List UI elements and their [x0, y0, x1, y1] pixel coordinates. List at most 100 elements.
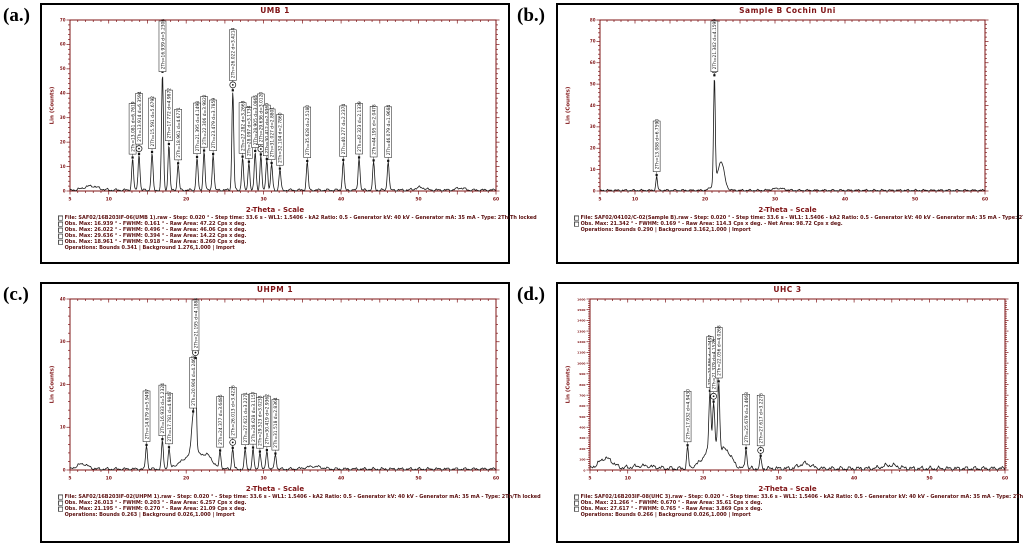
svg-text:2Th=27.282 d=3.2663: 2Th=27.282 d=3.2663 [240, 100, 246, 151]
panel-c-xaxis-label: 2-Theta - Scale [245, 485, 305, 493]
svg-text:2Th=30.419 d=2.9362: 2Th=30.419 d=2.9362 [265, 394, 271, 445]
panel-a-xaxis-label: 2-Theta - Scale [245, 206, 305, 214]
svg-text:2Th=22.306 d=3.9822: 2Th=22.306 d=3.9822 [202, 94, 208, 145]
svg-text:2Th=29.636 d=3.0120: 2Th=29.636 d=3.0120 [259, 92, 265, 143]
svg-text:2Th=21.195 d=4.1884: 2Th=21.195 d=4.1884 [193, 298, 199, 349]
file-icon [58, 494, 63, 500]
figure-label-a: (a.) [3, 5, 30, 26]
peak-icon [58, 221, 63, 227]
xrd-plot-a: 5 10 20 30 40 50 60 0 10 20 30 40 50 60 70 2Th=13.081 d… [50, 17, 500, 203]
svg-text:30: 30 [590, 124, 596, 129]
svg-text:300: 300 [579, 436, 585, 440]
svg-text:2Th=28.097 d=3.1734: 2Th=28.097 d=3.1734 [247, 105, 253, 156]
svg-text:30: 30 [60, 115, 66, 120]
caption-line: File: SAF02/16B203IF-02(UHPM 1).raw - St… [58, 494, 541, 500]
file-icon [574, 494, 579, 500]
file-icon [58, 215, 63, 221]
panel-c: UHPM 1 5 10 20 30 40 50 60 0 10 20 30 40 2Th=14.879 … [40, 282, 541, 543]
panel-a-title: UMB 1 [260, 6, 290, 15]
panel-b-xaxis-label: 2-Theta - Scale [758, 206, 817, 214]
svg-text:20: 20 [702, 197, 708, 203]
svg-text:2Th=32.104 d=2.7860: 2Th=32.104 d=2.7860 [278, 112, 284, 163]
svg-text:2Th=13.088 d=6.7590: 2Th=13.088 d=6.7590 [654, 119, 660, 170]
panel-c-caption: File: SAF02/16B203IF-02(UHPM 1).raw - St… [58, 494, 541, 538]
svg-text:10: 10 [60, 164, 66, 169]
svg-text:2Th=42.323 d=2.1339: 2Th=42.323 d=2.1339 [357, 101, 363, 152]
svg-text:5: 5 [588, 476, 591, 482]
svg-text:30: 30 [772, 197, 778, 203]
svg-text:40: 40 [851, 476, 857, 482]
svg-text:400: 400 [579, 426, 585, 430]
panel-c-title: UHPM 1 [256, 285, 294, 294]
caption-line: Obs. Max: 26.022 ° - FWHM: 0.496 ° - Raw… [58, 227, 502, 233]
svg-text:2Th=25.679 d=3.4663: 2Th=25.679 d=3.4663 [744, 392, 750, 443]
svg-text:30: 30 [776, 476, 782, 482]
svg-text:0: 0 [63, 188, 66, 193]
caption-line: Obs. Max: 21.195 ° - FWHM: 0.270 ° - Raw… [58, 506, 502, 512]
svg-text:2Th=17.932 d=4.9430: 2Th=17.932 d=4.9430 [685, 389, 691, 440]
panel-b: Sample B Cochin Uni 5 10 20 30 40 50 60 0 10 20 30… [556, 3, 1023, 264]
svg-text:900: 900 [579, 372, 585, 376]
svg-text:40: 40 [60, 91, 66, 96]
svg-text:10: 10 [106, 476, 112, 482]
svg-text:50: 50 [60, 66, 66, 71]
svg-text:2Th=21.379 d=4.1528: 2Th=21.379 d=4.1528 [711, 339, 717, 390]
svg-text:2Th=17.772 d=4.9872: 2Th=17.772 d=4.9872 [167, 88, 173, 139]
svg-text:2Th=40.277 d=2.2374: 2Th=40.277 d=2.2374 [341, 104, 347, 155]
svg-text:50: 50 [590, 81, 596, 86]
svg-text:500: 500 [579, 415, 585, 419]
panel-b-title: Sample B Cochin Uni [739, 6, 836, 15]
caption-line: Obs. Max: 27.617 ° - FWHM: 0.765 ° - Raw… [574, 506, 1018, 512]
svg-text:60: 60 [590, 60, 596, 65]
figure-label-c: (c.) [3, 284, 29, 305]
svg-text:Lin (Counts): Lin (Counts) [566, 86, 572, 124]
peak-icon [574, 500, 579, 506]
svg-text:2Th=18.961 d=4.6771: 2Th=18.961 d=4.6771 [176, 107, 182, 158]
svg-text:5: 5 [598, 197, 601, 203]
svg-text:1000: 1000 [577, 361, 585, 365]
peak-icon [58, 239, 63, 245]
svg-text:20: 20 [60, 139, 66, 144]
svg-text:Lin (Counts): Lin (Counts) [50, 86, 56, 124]
panel-a-caption: File: SAF02/16B203IF-06(UMB 1).raw - Ste… [58, 215, 537, 281]
caption-line-operations: Operations: Bounds 0.341 | Background 1.… [64, 245, 235, 251]
panel-a: UMB 1 5 10 20 30 40 50 60 0 10 20 30 40 50 60 70 2Th=13… [40, 3, 537, 264]
xrd-plot-b: 5 10 20 30 40 50 60 0 10 20 30 40 50 60 70 80 2Th=13.088… [566, 17, 989, 203]
peak-icon [574, 221, 579, 227]
svg-text:30: 30 [261, 197, 267, 203]
svg-text:2Th=22.056 d=4.0268: 2Th=22.056 d=4.0268 [717, 325, 723, 376]
svg-text:2Th=27.621 d=3.2271: 2Th=27.621 d=3.2271 [243, 392, 249, 443]
svg-text:10: 10 [106, 197, 112, 203]
caption-line: Obs. Max: 21.266 ° - FWHM: 0.670 ° - Raw… [574, 500, 1018, 506]
svg-text:2Th=35.628 d=2.5180: 2Th=35.628 d=2.5180 [305, 105, 311, 156]
caption-line: File: SAF02/04102/C-02(Sample B).raw - S… [574, 215, 1023, 221]
svg-text:40: 40 [590, 103, 596, 108]
file-icon [574, 215, 579, 221]
svg-text:60: 60 [60, 42, 66, 47]
caption-line-operations: Operations: Bounds 0.263 | Background 0.… [64, 512, 235, 518]
svg-text:2Th=20.904 d=4.2462: 2Th=20.904 d=4.2462 [191, 355, 197, 406]
peak-icon [58, 500, 63, 506]
svg-text:60: 60 [1002, 476, 1008, 482]
svg-text:5: 5 [68, 476, 71, 482]
svg-text:20: 20 [183, 197, 189, 203]
svg-text:2Th=17.781 d=4.9847: 2Th=17.781 d=4.9847 [167, 391, 173, 442]
caption-line-operations: Operations: Bounds 0.290 | Background 3.… [580, 227, 751, 233]
svg-text:2Th=13.081 d=6.7619: 2Th=13.081 d=6.7619 [130, 101, 136, 152]
peak-icon [574, 506, 579, 512]
svg-text:40: 40 [338, 197, 344, 203]
svg-text:2Th=46.079 d=1.9684: 2Th=46.079 d=1.9684 [386, 104, 392, 155]
caption-line: Obs. Max: 26.013 ° - FWHM: 0.203 ° - Raw… [58, 500, 502, 506]
svg-text:800: 800 [579, 383, 585, 387]
svg-text:1600: 1600 [577, 297, 585, 301]
peak-icon [58, 227, 63, 233]
svg-text:2Th=13.914 d=6.3594: 2Th=13.914 d=6.3594 [137, 91, 143, 142]
svg-text:60: 60 [493, 197, 499, 203]
svg-text:50: 50 [415, 476, 421, 482]
panel-b-caption: File: SAF02/04102/C-02(Sample B).raw - S… [574, 215, 1023, 248]
svg-text:700: 700 [579, 393, 585, 397]
svg-text:Lin (Counts): Lin (Counts) [566, 365, 572, 403]
caption-line: Obs. Max: 21.342 ° - FWHM: 0.169 ° - Raw… [574, 221, 1018, 227]
svg-text:30: 30 [261, 476, 267, 482]
